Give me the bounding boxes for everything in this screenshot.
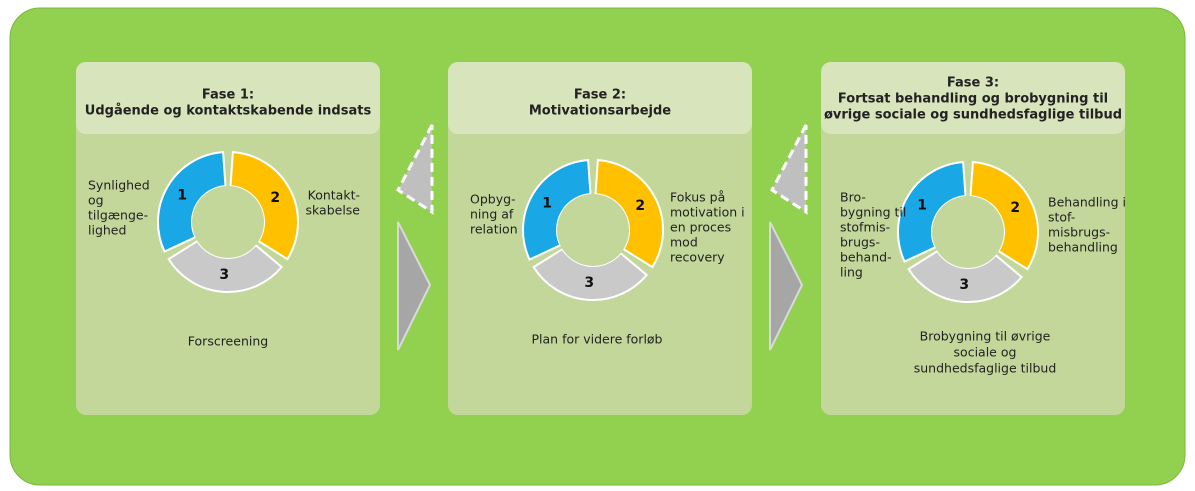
segment-number: 1 <box>917 198 927 214</box>
phase-title: Fortsat behandling og brobygning til <box>838 92 1108 107</box>
phase-title: Fase 3: <box>947 76 999 91</box>
label-right: skabelse <box>306 203 361 218</box>
segment-number: 1 <box>177 188 187 204</box>
panel-header <box>76 62 380 134</box>
phase-title: øvrige sociale og sundhedsfaglige tilbud <box>824 108 1122 123</box>
label-left: Synlighed <box>88 178 150 193</box>
label-bottom: sociale og <box>954 345 1017 360</box>
cycle-center <box>932 196 1004 268</box>
label-bottom: Brobygning til øvrige <box>920 329 1051 344</box>
label-right: Kontakt- <box>308 188 360 203</box>
segment-number: 2 <box>1010 200 1020 216</box>
cycle-center <box>557 194 629 266</box>
label-left: brugs- <box>840 235 880 250</box>
phase-title: Udgående og kontaktskabende indsats <box>85 104 372 119</box>
label-left: behand- <box>840 250 892 265</box>
label-bottom: Plan for videre forløb <box>532 332 663 347</box>
cycle-center <box>192 186 264 258</box>
label-bottom: Forscreening <box>188 334 268 349</box>
segment-number: 3 <box>219 267 229 283</box>
phase-title: Fase 2: <box>574 88 626 103</box>
phase-title: Fase 1: <box>202 88 254 103</box>
label-left: bygning til <box>840 205 906 220</box>
label-right: Fokus på <box>670 190 725 205</box>
segment-number: 3 <box>584 275 594 291</box>
panel-header <box>821 62 1125 134</box>
label-right: motivation i <box>670 205 745 220</box>
label-left: Bro- <box>840 190 866 205</box>
arrow <box>396 124 434 215</box>
label-left: stofmis- <box>840 220 890 235</box>
phase-title: Motivationsarbejde <box>529 104 671 119</box>
arrow <box>769 221 804 351</box>
label-right: Behandling i <box>1048 195 1126 210</box>
arrow <box>770 124 808 215</box>
label-right: stof- <box>1048 210 1075 225</box>
label-left: ning af <box>470 207 514 222</box>
label-left: og <box>88 193 104 208</box>
label-left: lighed <box>88 223 126 238</box>
label-left: Opbyg- <box>470 192 516 207</box>
label-left: ling <box>840 265 863 280</box>
label-right: en proces <box>670 220 731 235</box>
label-left: relation <box>470 222 518 237</box>
label-right: behandling <box>1048 240 1118 255</box>
label-left: tilgænge- <box>88 208 148 223</box>
label-bottom: sundhedsfaglige tilbud <box>914 361 1057 376</box>
label-right: mod <box>670 235 698 250</box>
segment-number: 3 <box>959 277 969 293</box>
panel-header <box>448 62 752 134</box>
label-right: recovery <box>670 250 725 265</box>
segment-number: 1 <box>542 196 552 212</box>
label-right: misbrugs- <box>1048 225 1110 240</box>
segment-number: 2 <box>270 190 280 206</box>
arrow <box>397 221 432 351</box>
segment-number: 2 <box>635 198 645 214</box>
